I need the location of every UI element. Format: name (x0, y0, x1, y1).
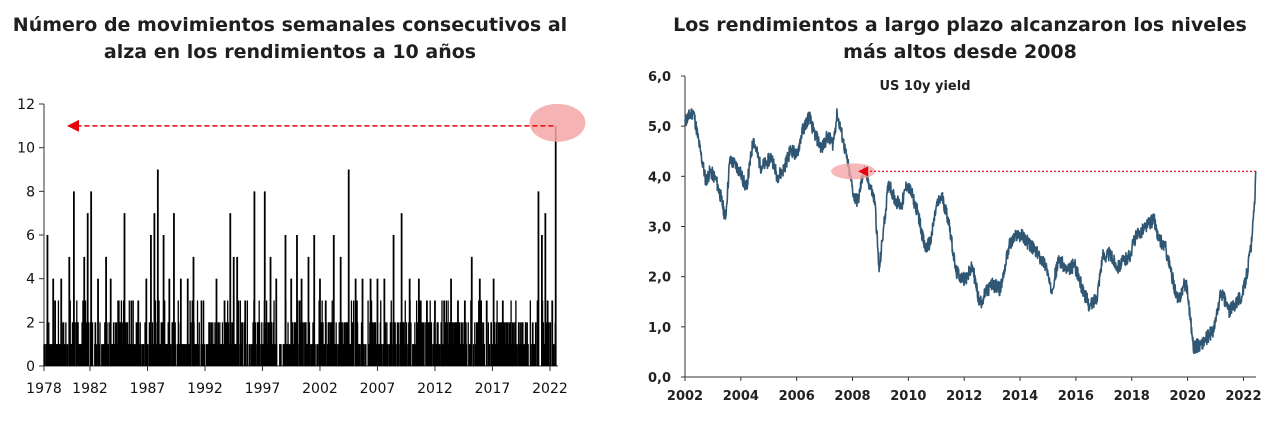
left-x-tick-label: 1997 (245, 381, 281, 397)
right-x-tick-label: 2010 (890, 389, 926, 404)
left-x-tick-label: 2007 (360, 381, 396, 397)
right-x-tick-label: 2002 (667, 389, 703, 404)
right-chart-title: Los rendimientos a largo plazo alcanzaro… (673, 14, 1247, 63)
right-x-tick-label: 2004 (723, 389, 759, 404)
left-y-tick-label: 10 (17, 141, 35, 157)
left-y-tick-label: 2 (26, 315, 35, 331)
right-yield-line (684, 108, 1257, 354)
right-x-tick-label: 2008 (834, 389, 870, 404)
left-chart-svg: 0 2 4 6 8 10 12 1978 1982 1987 1992 1997 2002 2007 201… (17, 97, 586, 397)
right-chart-subtitle: US 10y yield (879, 79, 970, 94)
right-x-tick-label: 2014 (1002, 389, 1038, 404)
right-y-tick-label: 4,0 (648, 170, 671, 185)
right-x-tick-label: 2018 (1114, 389, 1150, 404)
left-x-tick-label: 1978 (26, 381, 62, 397)
right-x-tick-label: 2006 (779, 389, 815, 404)
left-x-tick-label: 2012 (417, 381, 453, 397)
right-chart-svg: US 10y yield 0,0 1,0 2,0 3,0 4,0 5,0 6,0 2002 200… (648, 70, 1262, 404)
left-chart-title: Número de movimientos semanales consecut… (12, 14, 568, 63)
left-y-tick-label: 0 (26, 359, 35, 375)
left-y-tick-label: 8 (26, 184, 35, 200)
right-x-tick-label: 2020 (1169, 389, 1205, 404)
right-y-tick-label: 6,0 (648, 70, 671, 85)
right-highlight-ellipse (831, 163, 876, 180)
right-y-tick-label: 1,0 (648, 321, 671, 336)
left-arrow-head (66, 119, 79, 132)
left-x-tick-label: 2002 (302, 381, 338, 397)
right-arrow-head (858, 166, 869, 177)
right-y-tick-label: 0,0 (648, 371, 671, 386)
right-y-tick-label: 2,0 (648, 271, 671, 286)
right-x-tick-label: 2012 (946, 389, 982, 404)
right-x-tick-label: 2016 (1058, 389, 1094, 404)
left-chart-panel: Número de movimientos semanales consecut… (0, 0, 620, 431)
right-chart-panel: Los rendimientos a largo plazo alcanzaro… (630, 0, 1276, 431)
left-y-tick-label: 4 (26, 272, 35, 288)
right-y-tick-label: 5,0 (648, 120, 671, 135)
left-x-tick-label: 1992 (187, 381, 223, 397)
left-y-tick-label: 12 (17, 97, 35, 113)
left-x-tick-label: 2017 (475, 381, 511, 397)
right-y-tick-label: 3,0 (648, 221, 671, 236)
right-x-tick-label: 2022 (1225, 389, 1261, 404)
left-x-tick-label: 1982 (72, 381, 108, 397)
left-x-tick-label: 2022 (532, 381, 568, 397)
left-highlight-ellipse (529, 103, 586, 142)
left-x-tick-label: 1987 (130, 381, 166, 397)
left-y-tick-label: 6 (26, 228, 35, 244)
